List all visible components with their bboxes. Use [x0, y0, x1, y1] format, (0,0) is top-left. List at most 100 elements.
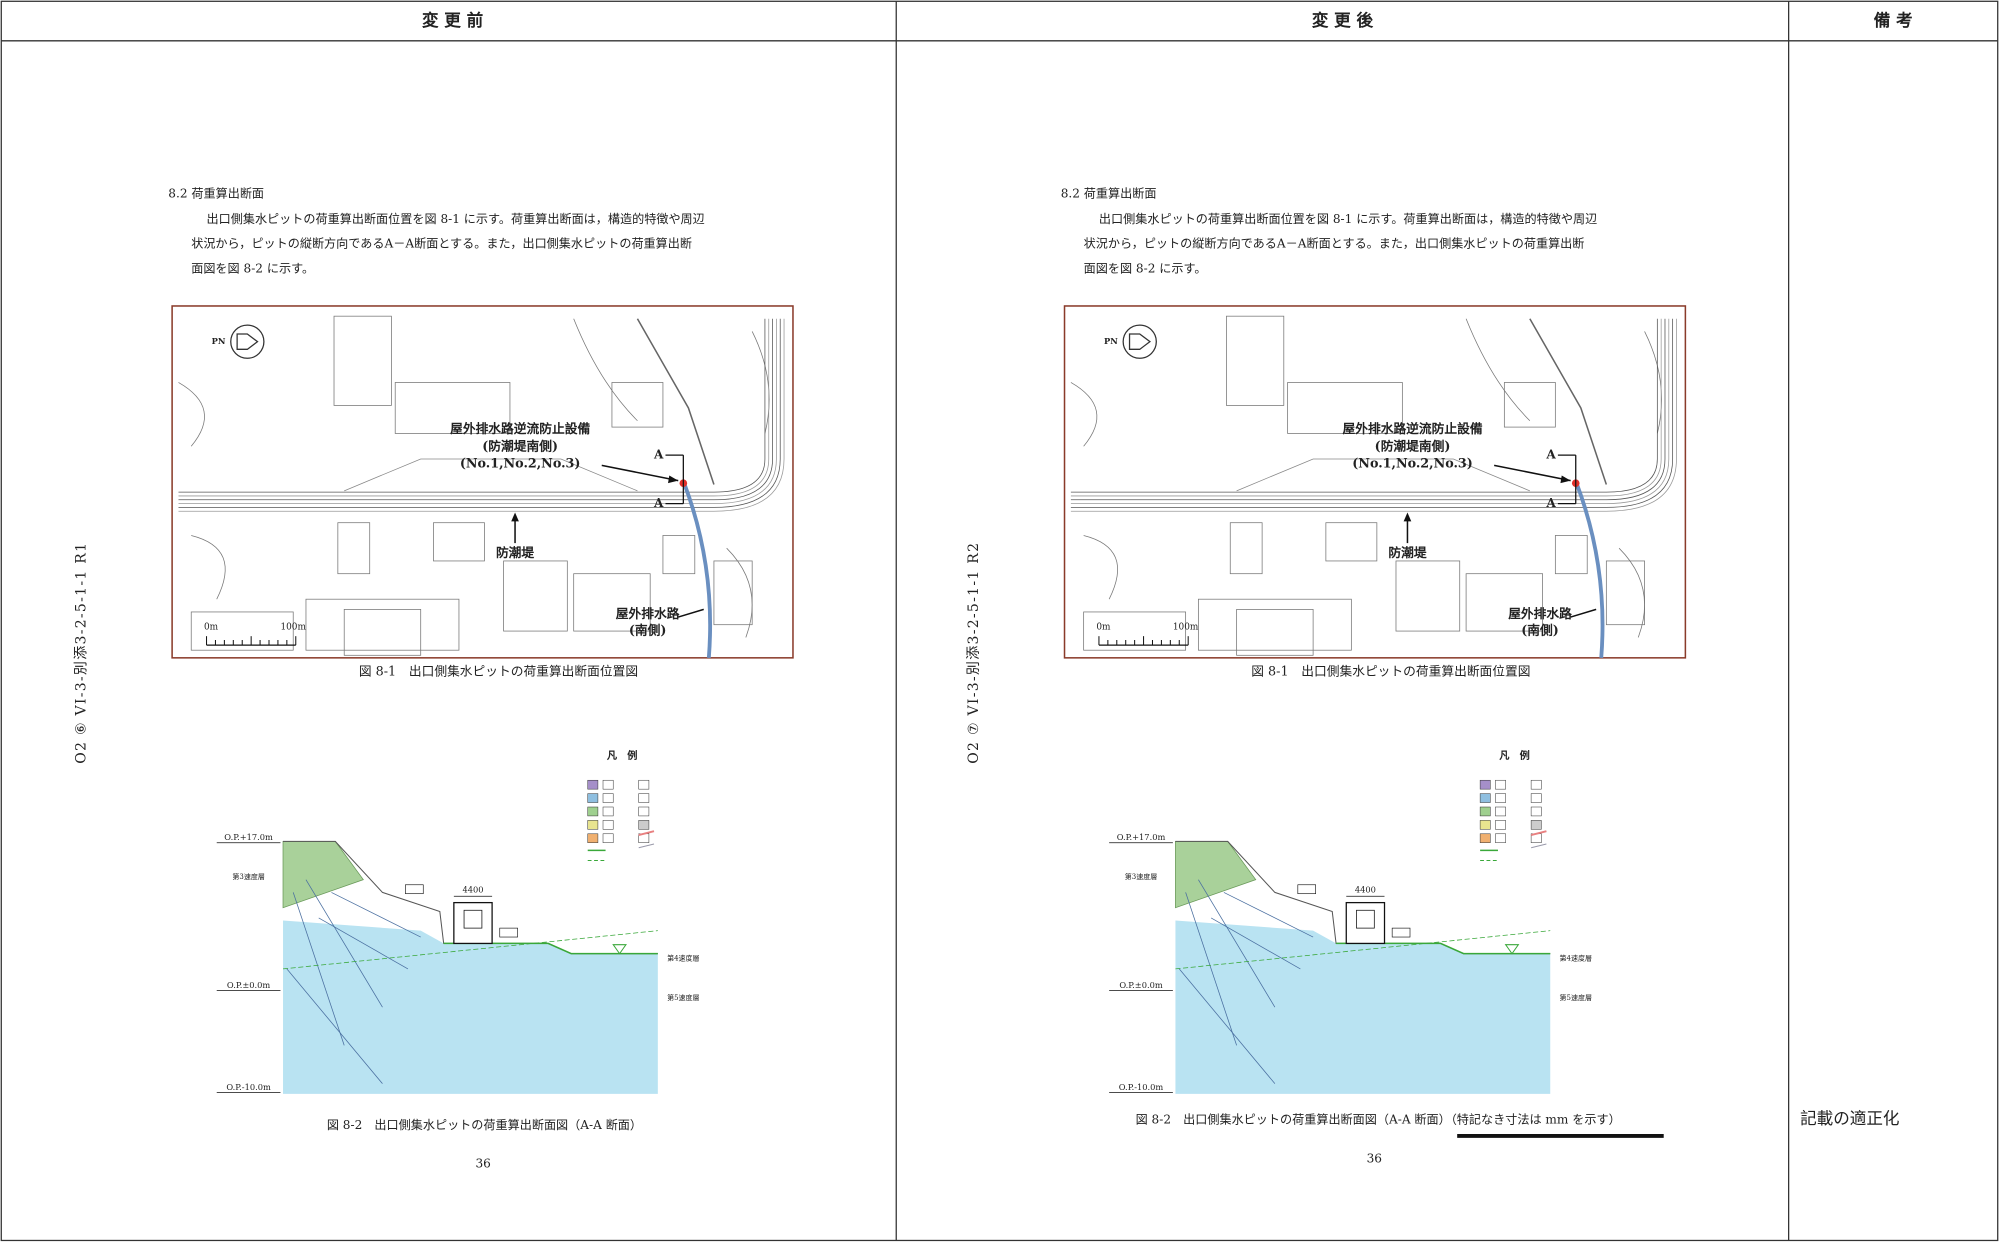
building: [1083, 611, 1187, 651]
joint-line: [331, 892, 421, 938]
elevation-label: O.P.+17.0m: [1117, 832, 1166, 842]
building: [1287, 382, 1403, 434]
elevation-label: O.P.±0.0m: [227, 980, 271, 990]
elevation-label: O.P.-10.0m: [226, 1082, 271, 1092]
section-mark: A: [653, 448, 664, 462]
page-number: 36: [1367, 1151, 1382, 1165]
contour-line: [1618, 547, 1645, 638]
map-drawing: [1070, 315, 1677, 656]
groundwater-line: [443, 942, 658, 955]
contour-line: [191, 535, 226, 600]
legend-swatch: [1530, 820, 1542, 830]
layer-label: 第4速度層: [1560, 954, 1592, 963]
building: [662, 535, 696, 575]
legend-swatch: [1479, 820, 1491, 830]
joint-line: [1198, 879, 1276, 1008]
legend-swatch: [1495, 833, 1506, 843]
legend-swatch: [1495, 793, 1506, 803]
contour-line: [726, 547, 753, 638]
legend-swatch: [1495, 806, 1506, 817]
building: [394, 382, 511, 434]
section-mark: A: [1545, 496, 1556, 510]
building: [1325, 522, 1378, 562]
leader-arrow: [678, 608, 704, 618]
seawall-line: [1070, 318, 1666, 501]
section-title: 8.2 荷重算出断面: [1061, 185, 1157, 200]
pit-inner: [463, 909, 483, 929]
backfill-tag: [405, 884, 424, 895]
groundwater-line: [1336, 942, 1551, 955]
legend-swatch: [1530, 793, 1542, 803]
scale-label: 0m: [1096, 623, 1111, 633]
layer-label: 第5速度層: [667, 993, 699, 1002]
seawall-line: [178, 318, 766, 493]
leader-arrow: [1494, 464, 1571, 482]
header-cell: 変 更 後: [1312, 10, 1374, 30]
document-page: O2 ⑦ VI-3-別添3-2-5-1-1 R2 8.2 荷重算出断面出口側集水ピ…: [966, 185, 1687, 1165]
joint-line: [1210, 917, 1301, 970]
legend-swatch: [1479, 793, 1491, 803]
map-label: 防潮堤: [496, 545, 534, 561]
building: [333, 315, 392, 406]
drain-channel: [682, 483, 713, 658]
legend-swatch: [587, 806, 599, 817]
building: [1229, 522, 1263, 575]
map-label: (防潮堤南側): [482, 438, 558, 454]
contour-line: [573, 318, 638, 421]
map-frame: [171, 305, 794, 659]
seawall-line: [178, 318, 781, 508]
compass: [1122, 324, 1157, 359]
legend-title: 凡 例: [1499, 749, 1530, 762]
seawall-line: [1070, 318, 1670, 504]
quay: [1529, 318, 1608, 485]
compass-label: PN: [1104, 336, 1118, 346]
map-label: (南側): [629, 623, 667, 639]
map-label: 屋外排水路: [1508, 606, 1572, 622]
legend-swatch: [587, 793, 599, 803]
legend-swatch: [1479, 833, 1491, 843]
section-mark: A: [1545, 448, 1556, 462]
building: [713, 560, 753, 626]
layer-label: 第5速度層: [1560, 993, 1592, 1002]
joint-line: [1223, 892, 1314, 938]
building: [1465, 573, 1543, 632]
contour-line: [1644, 331, 1662, 434]
map-label: (No.1,No.2,No.3): [1352, 457, 1473, 472]
building: [190, 611, 294, 651]
seawall-line: [1070, 318, 1662, 497]
joint-line: [286, 968, 383, 1084]
seawall-line: [178, 318, 773, 501]
side-label: O2 ⑦ VI-3-別添3-2-5-1-1 R2: [966, 542, 982, 764]
drain-channel: [1575, 483, 1605, 658]
map-drawing: [178, 315, 785, 656]
legend-line: [638, 830, 655, 836]
legend-swatch: [602, 793, 614, 803]
section-title: 8.2 荷重算出断面: [168, 185, 264, 200]
body-line: 状況から，ピットの縦断方向であるA－A断面とする。また，出口側集水ピットの荷重算…: [191, 236, 692, 251]
joint-line: [1185, 892, 1237, 1046]
joint-line: [305, 879, 383, 1008]
scale-label: 100m: [1173, 623, 1199, 633]
pit-inner: [1356, 909, 1375, 929]
caption-part: （特記なき寸法は mm を示す）: [1451, 1111, 1621, 1126]
compass-arrow: [236, 333, 259, 350]
boundary-line: [1175, 930, 1551, 970]
map-label: 防潮堤: [1388, 545, 1426, 561]
body-line: 出口側集水ピットの荷重算出断面位置を図 8-1 に示す。荷重算出断面は，構造的特…: [1099, 211, 1597, 226]
section-mark: A: [653, 496, 664, 510]
backfill-tag: [499, 927, 518, 938]
legend-swatch: [1530, 779, 1542, 790]
joint-line: [292, 892, 345, 1046]
arrow-head: [1560, 475, 1571, 484]
legend-swatch: [602, 806, 614, 817]
backfill-tag: [1391, 927, 1411, 938]
arrow-head: [668, 475, 679, 484]
caption-part: 図 8-2 出口側集水ピットの荷重算出断面図（A-A 断面）: [1136, 1111, 1451, 1126]
arrow-head: [1403, 512, 1412, 522]
seawall-line: [178, 318, 770, 497]
legend-swatch: [638, 793, 650, 803]
remarks-note: 記載の適正化: [1800, 1109, 1899, 1128]
figure-caption: 図 8-2 出口側集水ピットの荷重算出断面図（A-A 断面）（特記なき寸法は m…: [1136, 1111, 1621, 1126]
